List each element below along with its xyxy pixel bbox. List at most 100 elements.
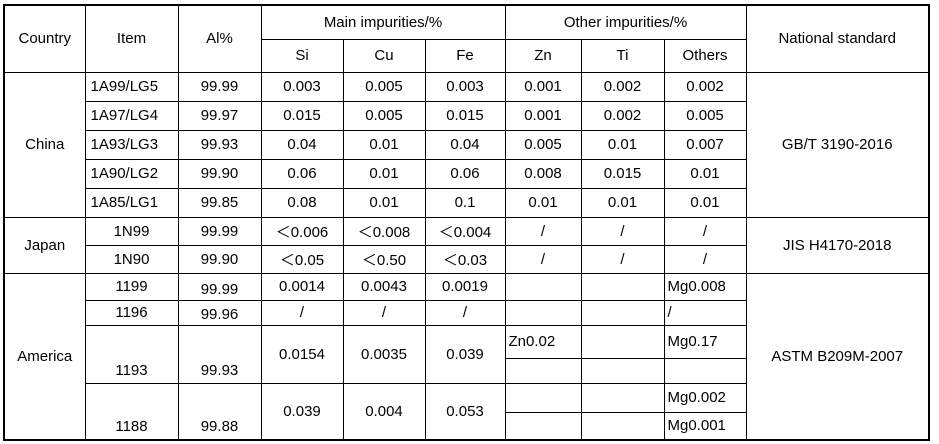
- table-row: 1A97/LG4 99.97 0.015 0.005 0.015 0.001 0…: [4, 100, 929, 131]
- standard-cell: GB/T 3190-2016: [745, 71, 930, 218]
- item-cell: 1N99: [84, 216, 179, 246]
- impurity-cu-cell: 0.004: [342, 382, 426, 441]
- impurity-ti-cell: /: [580, 244, 665, 274]
- table-row: 1188 99.88 0.039 0.004 0.053 Mg0.002: [4, 382, 929, 441]
- impurity-others-cell: 0.01: [663, 187, 747, 218]
- impurity-others-cell: [663, 357, 747, 384]
- impurity-zn-cell: /: [504, 244, 582, 274]
- impurity-others-cell: /: [663, 299, 747, 326]
- impurity-ti-cell: [580, 357, 665, 384]
- impurity-si-cell: 0.039: [260, 382, 344, 441]
- table-row: China 1A99/LG5 99.99 0.003 0.005 0.003 0…: [3, 71, 930, 218]
- table-row: 1193 99.93 0.0154 0.0035 0.039 Zn0.02 Mg…: [4, 324, 929, 384]
- impurity-si-cell: ＜0.006: [260, 216, 344, 246]
- impurity-zn-cell: 0.01: [504, 187, 582, 218]
- impurity-zn-cell: /: [504, 216, 582, 246]
- header-ti: Ti: [580, 38, 665, 73]
- impurity-si-cell: 0.0014: [260, 272, 344, 301]
- country-cell: Japan: [3, 216, 86, 274]
- impurity-si-cell: ＜0.05: [260, 244, 344, 274]
- item-cell: 1A90/LG2: [84, 158, 179, 189]
- impurity-fe-cell: 0.06: [424, 158, 506, 189]
- impurity-others-cell: Mg0.008: [663, 272, 747, 301]
- impurity-fe-cell: 0.0019: [424, 272, 506, 301]
- aluminum-purity-table: Country Item Al% Main impurities/% Other…: [3, 4, 930, 441]
- impurity-zn-cell: [504, 411, 582, 441]
- impurity-ti-cell: [580, 272, 665, 301]
- al-cell: 99.93: [177, 129, 262, 160]
- table-row: Mg0.001: [4, 411, 929, 441]
- impurity-others-cell: 0.01: [663, 158, 747, 189]
- standard-cell: JIS H4170-2018: [745, 216, 930, 274]
- impurity-si-cell: /: [260, 299, 344, 326]
- item-cell: 1A85/LG1: [84, 187, 179, 218]
- header-fe: Fe: [424, 38, 506, 73]
- impurity-others-cell: 0.002: [663, 71, 747, 102]
- impurity-ti-cell: [580, 382, 665, 413]
- table-row: Japan 1N99 99.99 ＜0.006 ＜0.008 ＜0.004 / …: [3, 216, 930, 274]
- impurity-si-cell: 0.015: [260, 100, 344, 131]
- impurity-ti-cell: 0.002: [580, 71, 665, 102]
- impurity-zn-cell: 0.005: [504, 129, 582, 160]
- al-cell: 99.99: [177, 71, 262, 102]
- impurity-ti-cell: [580, 299, 665, 326]
- header-others: Others: [663, 38, 747, 73]
- item-cell: 1A93/LG3: [84, 129, 179, 160]
- al-cell: 99.90: [177, 158, 262, 189]
- al-cell: 99.96: [177, 299, 262, 326]
- impurity-zn-cell: [504, 382, 582, 413]
- impurity-si-cell: 0.003: [260, 71, 344, 102]
- table-subheader-row: Si Cu Fe Zn Ti Others: [4, 38, 929, 73]
- country-cell: America: [3, 272, 86, 441]
- impurity-others-cell: Mg0.002: [663, 382, 747, 413]
- impurity-zn-cell: 0.001: [504, 100, 582, 131]
- header-item: Item: [84, 4, 179, 73]
- table-row: 1N90 99.90 ＜0.05 ＜0.50 ＜0.03 / / /: [4, 244, 929, 274]
- impurity-others-cell: 0.007: [663, 129, 747, 160]
- impurity-fe-cell: ＜0.03: [424, 244, 506, 274]
- impurity-fe-cell: 0.053: [424, 382, 506, 441]
- impurity-others-cell: 0.005: [663, 100, 747, 131]
- impurity-others-cell: Mg0.001: [663, 411, 747, 441]
- item-cell: 1A99/LG5: [84, 71, 179, 102]
- impurity-ti-cell: 0.002: [580, 100, 665, 131]
- impurity-ti-cell: 0.015: [580, 158, 665, 189]
- impurity-fe-cell: 0.015: [424, 100, 506, 131]
- table-row: 1A90/LG2 99.90 0.06 0.01 0.06 0.008 0.01…: [4, 158, 929, 189]
- impurity-ti-cell: /: [580, 216, 665, 246]
- table-row: America 1199 99.99 0.0014 0.0043 0.0019 …: [3, 272, 930, 441]
- country-cell: China: [3, 71, 86, 218]
- table-header-row: Country Item Al% Main impurities/% Other…: [3, 4, 930, 73]
- impurity-zn-cell: 0.001: [504, 71, 582, 102]
- impurity-cu-cell: 0.0035: [342, 324, 426, 384]
- item-cell: 1A97/LG4: [84, 100, 179, 131]
- header-national-standard: National standard: [745, 4, 930, 73]
- impurity-cu-cell: 0.005: [342, 71, 426, 102]
- item-cell: 1196: [84, 299, 179, 326]
- impurity-si-cell: 0.04: [260, 129, 344, 160]
- impurity-others-cell: /: [663, 244, 747, 274]
- impurity-si-cell: 0.06: [260, 158, 344, 189]
- impurity-others-cell: Mg0.17: [663, 324, 747, 359]
- impurity-cu-cell: 0.01: [342, 158, 426, 189]
- header-cu: Cu: [342, 38, 426, 73]
- impurity-cu-cell: /: [342, 299, 426, 326]
- header-main-impurities: Main impurities/%: [260, 4, 506, 40]
- al-cell: 99.88: [177, 382, 262, 441]
- impurity-fe-cell: 0.1: [424, 187, 506, 218]
- impurity-cu-cell: 0.0043: [342, 272, 426, 301]
- al-cell: 99.93: [177, 324, 262, 384]
- impurity-cu-cell: ＜0.50: [342, 244, 426, 274]
- item-cell: 1199: [84, 272, 179, 301]
- header-si: Si: [260, 38, 344, 73]
- header-country: Country: [3, 4, 86, 73]
- impurity-ti-cell: 0.01: [580, 129, 665, 160]
- impurity-si-cell: 0.08: [260, 187, 344, 218]
- impurity-zn-cell: [504, 272, 582, 301]
- impurity-zn-cell: Zn0.02: [504, 324, 582, 359]
- header-al-percent: Al%: [177, 4, 262, 73]
- impurity-ti-cell: [580, 324, 665, 359]
- impurity-si-cell: 0.0154: [260, 324, 344, 384]
- impurity-fe-cell: ＜0.004: [424, 216, 506, 246]
